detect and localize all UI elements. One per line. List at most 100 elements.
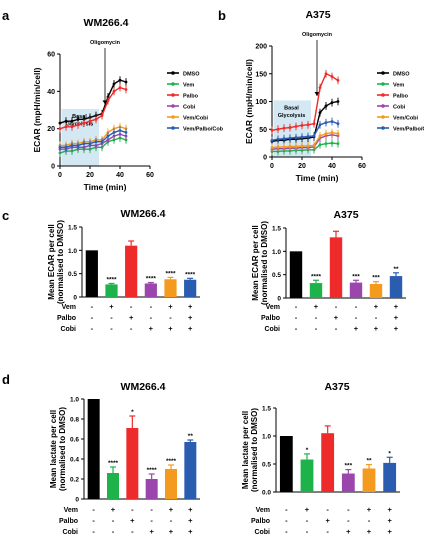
bar [389,276,403,298]
legend-marker [381,115,385,119]
data-point [306,135,310,138]
condition-sign: - [131,527,134,536]
condition-sign: + [129,313,134,322]
condition-sign: - [285,505,288,514]
legend-marker [171,126,175,130]
data-point [118,86,122,89]
data-point [324,104,328,108]
chart-title: A375 [333,209,358,221]
data-point [318,111,322,114]
y-tick-label: 0 [277,296,281,303]
bar [300,459,314,492]
condition-sign: + [387,516,392,525]
condition-sign: - [347,505,350,514]
x-tick-label: 60 [146,172,154,179]
y-tick-label: 0 [73,295,77,302]
condition-sign: + [169,527,174,536]
y-tick-label: 1.5 [272,226,281,233]
data-point [318,123,322,127]
data-point [276,137,280,141]
chart-title: WM266.4 [121,381,166,393]
condition-sign: - [92,527,95,536]
data-point [118,129,122,132]
condition-sign: + [149,324,154,333]
significance-label: *** [352,273,360,280]
data-point [270,128,274,132]
significance-label: ** [188,433,194,440]
x-axis-label: Time (min) [84,182,127,192]
data-point [100,140,104,144]
x-axis-label: Time (min) [296,173,339,183]
significance-label: *** [345,463,353,470]
chart-title: A375 [324,381,349,393]
x-tick-label: 0 [270,163,274,170]
y-tick-label: 0.8 [70,417,79,424]
condition-sign: - [150,313,153,322]
bar [164,279,177,297]
bar [321,433,335,492]
data-point [288,145,292,148]
data-point [94,117,98,121]
legend-marker [381,104,385,108]
legend-marker [381,93,385,97]
legend-label: Vem/Cobi [393,116,419,122]
condition-sign: - [306,516,309,525]
bar [85,250,98,297]
bar [105,284,118,297]
data-point [270,138,274,142]
data-point [100,114,104,117]
condition-sign: - [375,313,378,322]
condition-sign: - [150,516,153,525]
condition-label: Vem [64,507,78,514]
condition-sign: - [91,302,94,311]
data-point [88,119,92,123]
condition-sign: - [315,313,318,322]
significance-label: ** [393,266,399,273]
y-tick-label: 1.0 [272,249,281,256]
y-tick-label: 0.0 [262,490,271,497]
condition-sign: + [374,324,379,333]
legend-label: Vem/Cobi [183,116,209,122]
bar [184,442,197,499]
data-point [70,125,74,129]
data-point [58,145,62,149]
condition-sign: - [295,302,298,311]
condition-label: Vem [256,507,270,514]
x-tick-label: 40 [328,163,336,170]
condition-sign: - [368,516,371,525]
data-point [300,144,304,148]
y-tick-label: 100 [255,99,267,106]
data-point [94,140,98,144]
significance-label: * [306,447,309,454]
condition-sign: - [295,313,298,322]
condition-sign: - [170,516,173,525]
y-tick-label: 1.5 [68,225,77,232]
significance-label: *** [372,275,380,282]
x-tick-label: 60 [358,163,366,170]
condition-sign: - [355,313,358,322]
condition-label: Vem [266,304,280,311]
legend-marker [171,115,175,119]
condition-sign: + [325,516,330,525]
data-point [330,75,334,78]
condition-sign: - [285,527,288,536]
condition-sign: - [150,505,153,514]
data-point [270,146,274,149]
data-point [318,134,322,138]
condition-label: Vem [62,304,76,311]
condition-sign: + [111,505,116,514]
condition-sign: - [130,302,133,311]
bar [369,284,383,298]
y-tick-label: 1.0 [70,397,79,404]
legend-marker [171,82,175,86]
condition-sign: + [394,302,399,311]
condition-label: Cobi [60,326,76,333]
condition-sign: - [112,516,115,525]
data-point [70,119,74,123]
condition-sign: - [150,302,153,311]
condition-sign: + [354,324,359,333]
data-point [306,123,310,127]
data-point [82,142,86,146]
data-point [88,142,92,146]
